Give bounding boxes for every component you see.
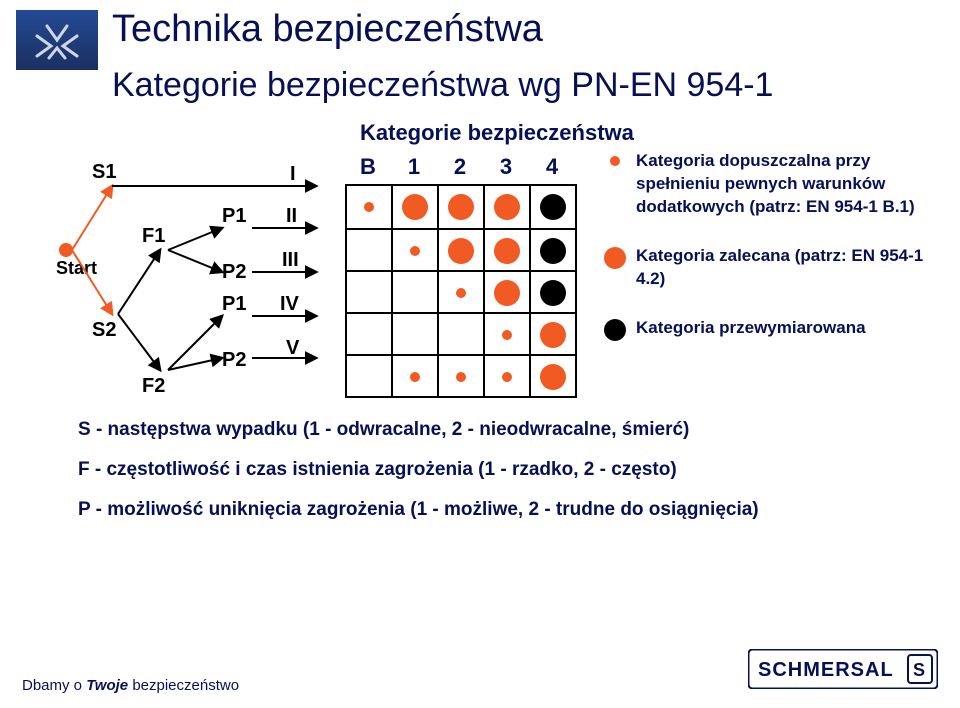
footer-definitions: S - następstwa wypadku (1 - odwracalne, …: [78, 410, 759, 530]
schmersal-logo-icon: [16, 10, 98, 70]
label-s2: S2: [92, 319, 116, 341]
risk-graph: Start S1 S2 F1 F2 P1 P2 P1 P2 I II III I…: [52, 150, 352, 396]
slide-subtitle: Kategorie bezpieczeństwa wg PN-EN 954-1: [112, 66, 773, 105]
label-s1: S1: [92, 161, 116, 183]
table-cell: [483, 312, 529, 356]
label-f2: F2: [142, 375, 165, 396]
header-3: 3: [483, 150, 529, 184]
table-cell: [437, 354, 483, 398]
category-headers: B 1 2 3 4: [345, 150, 577, 184]
table-cell: [483, 228, 529, 272]
block-label: Kategorie bezpieczeństwa: [360, 120, 634, 146]
roman-1: I: [290, 163, 296, 185]
table-cell: [347, 354, 391, 398]
roman-3: III: [282, 249, 299, 271]
footer-line: S - następstwa wypadku (1 - odwracalne, …: [78, 410, 759, 450]
dot-icon: [494, 280, 520, 306]
header-1: 1: [391, 150, 437, 184]
table-cell: [437, 228, 483, 272]
table-cell: [529, 312, 575, 356]
table-cell: [529, 354, 575, 398]
legend-text: Kategoria zalecana (patrz: EN 954-1 4.2): [636, 245, 924, 291]
legend-text: Kategoria przewymiarowana: [636, 317, 866, 341]
dot-icon: [540, 322, 566, 348]
dot-icon: [494, 194, 520, 220]
dot-icon: [540, 194, 566, 220]
legend-bullet: [604, 319, 626, 341]
dot-icon: [540, 238, 566, 264]
label-p1b: P1: [222, 293, 246, 315]
table-cell: [391, 228, 437, 272]
legend-item: Kategoria dopuszczalna przy spełnieniu p…: [604, 150, 924, 219]
table-row: [347, 354, 575, 396]
table-cell: [391, 270, 437, 314]
category-table: B 1 2 3 4: [345, 150, 577, 398]
dot-icon: [456, 288, 466, 298]
dot-icon: [448, 238, 474, 264]
table-cell: [483, 270, 529, 314]
roman-4: IV: [280, 293, 300, 315]
svg-text:S: S: [913, 660, 925, 680]
dot-icon: [410, 372, 420, 382]
slide-title: Technika bezpieczeństwa: [112, 8, 543, 51]
dot-icon: [502, 330, 512, 340]
table-cell: [391, 354, 437, 398]
table-row: [347, 312, 575, 354]
table-cell: [391, 312, 437, 356]
footer-line: P - możliwość uniknięcia zagrożenia (1 -…: [78, 490, 759, 530]
footer-motto: Dbamy o Twoje bezpieczeństwo: [22, 677, 239, 694]
footer-line: F - częstotliwość i czas istnienia zagro…: [78, 450, 759, 490]
dot-icon: [456, 372, 466, 382]
dot-icon: [494, 238, 520, 264]
category-grid: [345, 184, 577, 398]
table-cell: [347, 228, 391, 272]
table-cell: [347, 312, 391, 356]
table-cell: [529, 270, 575, 314]
label-p1a: P1: [222, 205, 246, 227]
header-b: B: [345, 150, 391, 184]
table-cell: [347, 186, 391, 228]
dot-icon: [502, 372, 512, 382]
table-cell: [529, 186, 575, 228]
table-cell: [437, 312, 483, 356]
header-2: 2: [437, 150, 483, 184]
label-f1: F1: [142, 225, 165, 247]
legend-text: Kategoria dopuszczalna przy spełnieniu p…: [636, 150, 924, 219]
dot-icon: [540, 280, 566, 306]
table-cell: [437, 270, 483, 314]
table-row: [347, 186, 575, 228]
label-p2a: P2: [222, 261, 246, 283]
dot-icon: [448, 194, 474, 220]
legend-bullet: [604, 247, 626, 269]
roman-5: V: [286, 337, 300, 359]
table-cell: [483, 354, 529, 398]
dot-icon: [410, 246, 420, 256]
table-cell: [437, 186, 483, 228]
table-cell: [347, 270, 391, 314]
table-cell: [483, 186, 529, 228]
label-start: Start: [56, 258, 97, 278]
dot-icon: [364, 202, 374, 212]
table-row: [347, 228, 575, 270]
svg-text:SCHMERSAL: SCHMERSAL: [758, 659, 894, 681]
label-p2b: P2: [222, 349, 246, 371]
table-row: [347, 270, 575, 312]
legend-item: Kategoria przewymiarowana: [604, 317, 924, 341]
roman-2: II: [286, 205, 297, 227]
dot-icon: [540, 364, 566, 390]
header-4: 4: [529, 150, 575, 184]
table-cell: [391, 186, 437, 228]
dot-icon: [402, 194, 428, 220]
legend-item: Kategoria zalecana (patrz: EN 954-1 4.2): [604, 245, 924, 291]
schmersal-wordmark: SCHMERSAL S: [748, 649, 938, 694]
legend: Kategoria dopuszczalna przy spełnieniu p…: [604, 150, 924, 367]
table-cell: [529, 228, 575, 272]
legend-bullet: [610, 156, 620, 166]
